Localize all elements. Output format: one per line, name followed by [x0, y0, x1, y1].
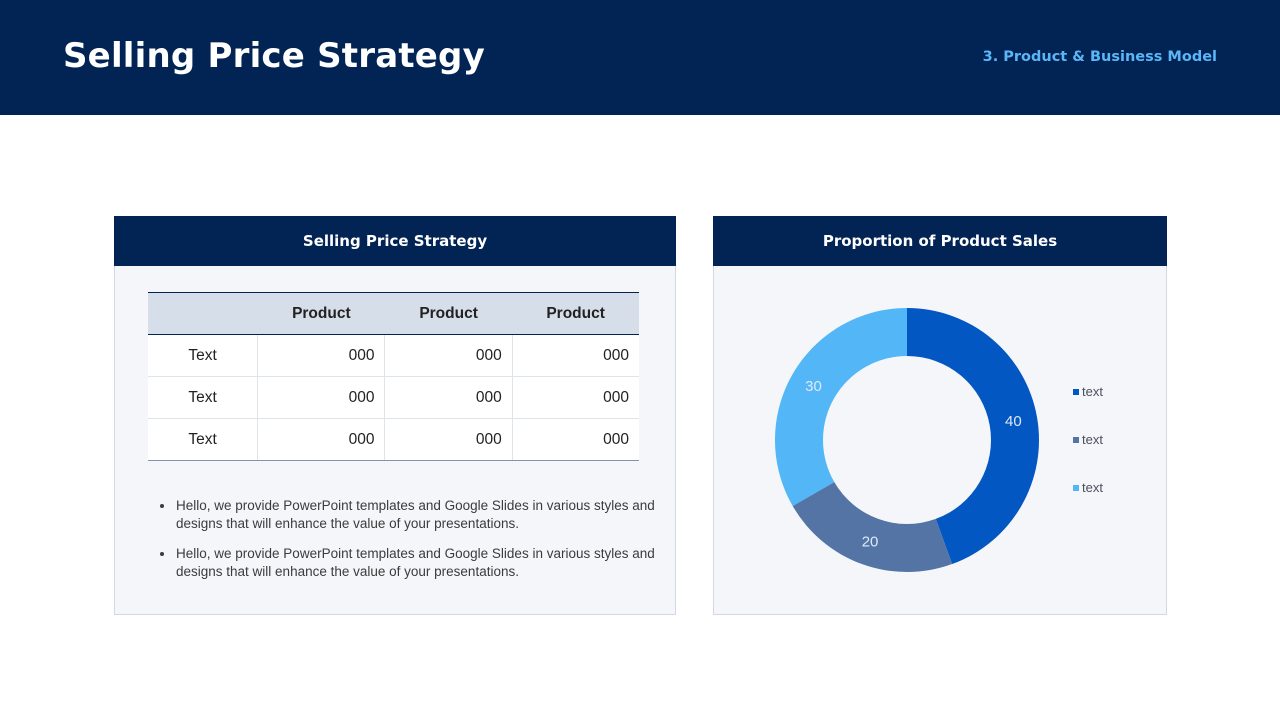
- table-cell: 000: [384, 376, 513, 419]
- donut-slice: [775, 308, 907, 506]
- donut-slice: [907, 308, 1039, 565]
- note-item: Hello, we provide PowerPoint templates a…: [175, 545, 655, 581]
- table-cell: 000: [384, 418, 513, 461]
- page-title: Selling Price Strategy: [63, 36, 485, 76]
- legend-swatch: [1073, 485, 1079, 491]
- slice-value-label: 30: [805, 378, 822, 395]
- legend-swatch: [1073, 437, 1079, 443]
- table-cell: 000: [511, 418, 639, 461]
- section-label: 3. Product & Business Model: [982, 49, 1217, 65]
- table-header-row: Product Product Product: [148, 292, 639, 335]
- table-row: Text 000 000 000: [148, 334, 639, 377]
- table-header-cell: Product: [384, 292, 513, 335]
- legend-label: text: [1082, 384, 1103, 399]
- note-item: Hello, we provide PowerPoint templates a…: [175, 497, 655, 533]
- donut-chart: 40 20 30 text text text: [775, 308, 1103, 572]
- legend-label: text: [1082, 480, 1103, 495]
- table-header-cell: Product: [257, 292, 385, 335]
- table-header-cell: Product: [512, 292, 639, 335]
- table-cell: 000: [257, 418, 385, 461]
- notes-list: Hello, we provide PowerPoint templates a…: [153, 497, 655, 593]
- header-bar: Selling Price Strategy 3. Product & Busi…: [0, 0, 1280, 115]
- slice-value-label: 40: [1005, 413, 1022, 430]
- table-header-cell: [148, 292, 258, 335]
- legend-swatch: [1073, 389, 1079, 395]
- table-row: Text 000 000 000: [148, 418, 639, 461]
- table-row: Text 000 000 000: [148, 376, 639, 419]
- card-title: Selling Price Strategy: [114, 216, 676, 266]
- table-cell: 000: [511, 334, 639, 377]
- table-cell: 000: [384, 334, 513, 377]
- table-cell: 000: [257, 376, 385, 419]
- table-row-label: Text: [148, 418, 258, 461]
- price-strategy-card: Selling Price Strategy Product Product P…: [114, 216, 676, 615]
- table-cell: 000: [257, 334, 385, 377]
- price-table: Product Product Product Text 000 000 000…: [148, 292, 639, 461]
- table-row-label: Text: [148, 334, 258, 377]
- slice-value-label: 20: [862, 533, 879, 550]
- legend-label: text: [1082, 432, 1103, 447]
- table-cell: 000: [511, 376, 639, 419]
- card-title: Proportion of Product Sales: [713, 216, 1167, 266]
- product-sales-card: Proportion of Product Sales 40 20 30 text te…: [713, 216, 1167, 615]
- donut-slice: [792, 482, 953, 572]
- table-row-label: Text: [148, 376, 258, 419]
